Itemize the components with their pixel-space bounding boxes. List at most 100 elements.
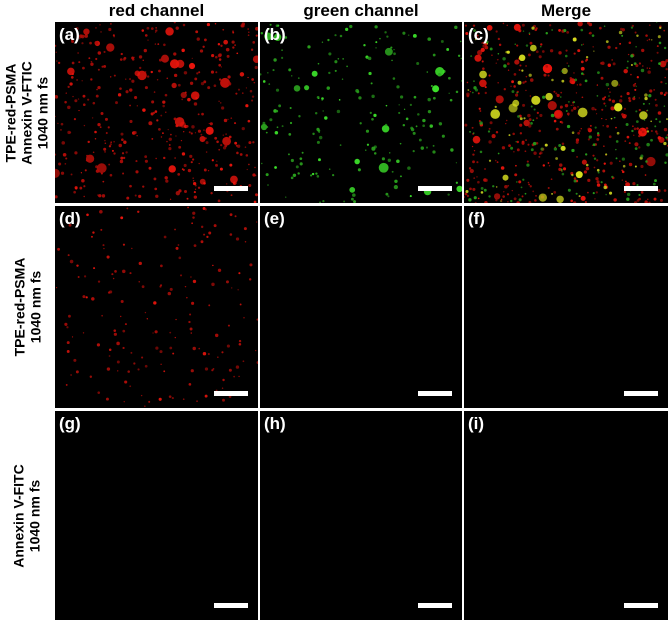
cell [390,46,393,49]
cell [241,92,244,94]
cell [566,31,570,34]
cell [160,136,163,138]
cell [558,144,562,148]
cell [480,187,484,190]
image-panel: (b) [260,22,462,203]
cell [577,139,579,141]
cell [477,50,483,56]
cell [60,129,62,131]
cell [219,167,223,171]
cell [543,73,547,77]
cell [260,123,268,131]
cell [195,30,199,34]
cell [440,40,444,43]
cell [477,180,480,184]
cell [580,195,586,201]
cell [632,181,636,186]
cell [565,49,568,52]
cell [528,124,532,128]
cell [142,59,144,61]
cell [69,259,74,264]
image-panel: (c) [464,22,668,203]
cell [646,142,650,147]
cell [203,80,207,84]
cell [464,196,466,198]
cell [638,134,641,138]
cell [140,394,143,397]
cell [238,342,242,346]
cell [260,73,262,76]
cell [623,107,626,110]
cell [584,201,587,203]
cell [358,96,362,100]
cell [407,34,410,36]
cell [640,68,645,73]
cell [481,42,483,44]
cell [613,103,623,112]
cell [516,181,518,183]
cell [55,168,60,178]
cell [122,156,126,160]
cell [100,172,103,175]
cell [155,29,158,32]
cell [506,50,510,54]
cell [129,184,132,188]
cell [519,64,522,67]
cell [134,95,138,100]
cell [655,130,658,133]
cell [196,400,198,402]
cell [663,46,667,50]
column-header: green channel [303,1,419,20]
column-header: red channel [108,1,205,20]
cell [579,83,582,86]
cell [218,78,222,81]
cell [484,86,487,89]
cell [192,346,196,351]
cell [256,318,258,321]
cell [629,162,631,165]
panel-label: (g) [59,414,81,433]
cell [506,62,510,66]
cell [238,272,241,275]
cell [103,50,106,53]
cell [133,131,137,135]
cell [234,122,236,124]
cell [603,102,606,105]
cell [203,129,205,131]
cell [623,190,627,194]
cell [102,244,105,247]
cell [72,95,74,98]
cell [548,164,551,167]
cell [412,131,416,135]
cell [407,166,411,170]
cell [393,52,396,56]
cell [488,159,492,162]
cell [338,99,341,101]
cell [336,109,341,114]
cell [69,82,73,86]
cell [432,144,435,147]
cell [587,127,591,131]
cell [217,199,221,203]
cell [214,23,217,25]
cell [432,85,440,93]
cell [558,167,562,172]
cell [529,41,533,45]
cell [519,123,523,127]
cell [591,34,595,37]
cell [90,62,94,66]
cell [469,168,474,174]
cell [291,75,293,77]
cell [322,110,324,112]
cell [611,79,619,87]
cell [248,163,250,166]
cell [314,111,318,115]
cell [517,80,522,85]
cell [175,135,177,137]
cell [144,155,148,159]
cell [386,35,389,38]
cell [507,200,509,203]
cell [547,101,557,111]
cell [81,80,83,82]
cell [644,174,647,176]
